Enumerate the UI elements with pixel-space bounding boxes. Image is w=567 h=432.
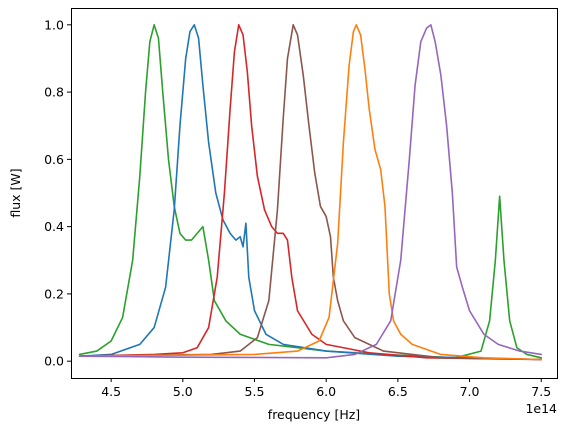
y-tick-label: 0.0 <box>44 354 64 369</box>
y-axis-label: flux [W] <box>8 168 23 217</box>
series-line-1 <box>78 24 543 359</box>
x-axis-offset-label: 1e14 <box>525 401 557 416</box>
plot-area <box>71 8 557 378</box>
series-line-2 <box>78 24 543 361</box>
x-tick-label: 6.5 <box>388 384 408 399</box>
x-tick-label: 7.5 <box>531 384 551 399</box>
y-tick-label: 0.2 <box>44 286 64 301</box>
x-axis-label: frequency [Hz] <box>268 407 360 422</box>
x-axis: 4.5 5.0 5.5 6.0 6.5 7.0 7.5 <box>101 378 551 399</box>
y-tick-label: 0.4 <box>44 219 64 234</box>
series-line-4 <box>78 24 543 361</box>
x-tick-label: 5.5 <box>245 384 265 399</box>
series-line-6 <box>78 24 543 359</box>
series-line-3 <box>78 24 543 361</box>
x-tick-label: 6.0 <box>316 384 336 399</box>
series-layer <box>78 24 543 361</box>
series-line-5 <box>78 24 543 361</box>
plot-frame <box>71 8 558 379</box>
x-tick-label: 5.0 <box>173 384 193 399</box>
y-tick-label: 0.6 <box>44 152 64 167</box>
y-tick-label: 1.0 <box>44 17 64 32</box>
y-axis: 0.0 0.2 0.4 0.6 0.8 1.0 <box>44 17 71 369</box>
x-tick-label: 4.5 <box>101 384 121 399</box>
y-tick-label: 0.8 <box>44 85 64 100</box>
x-tick-label: 7.0 <box>460 384 480 399</box>
